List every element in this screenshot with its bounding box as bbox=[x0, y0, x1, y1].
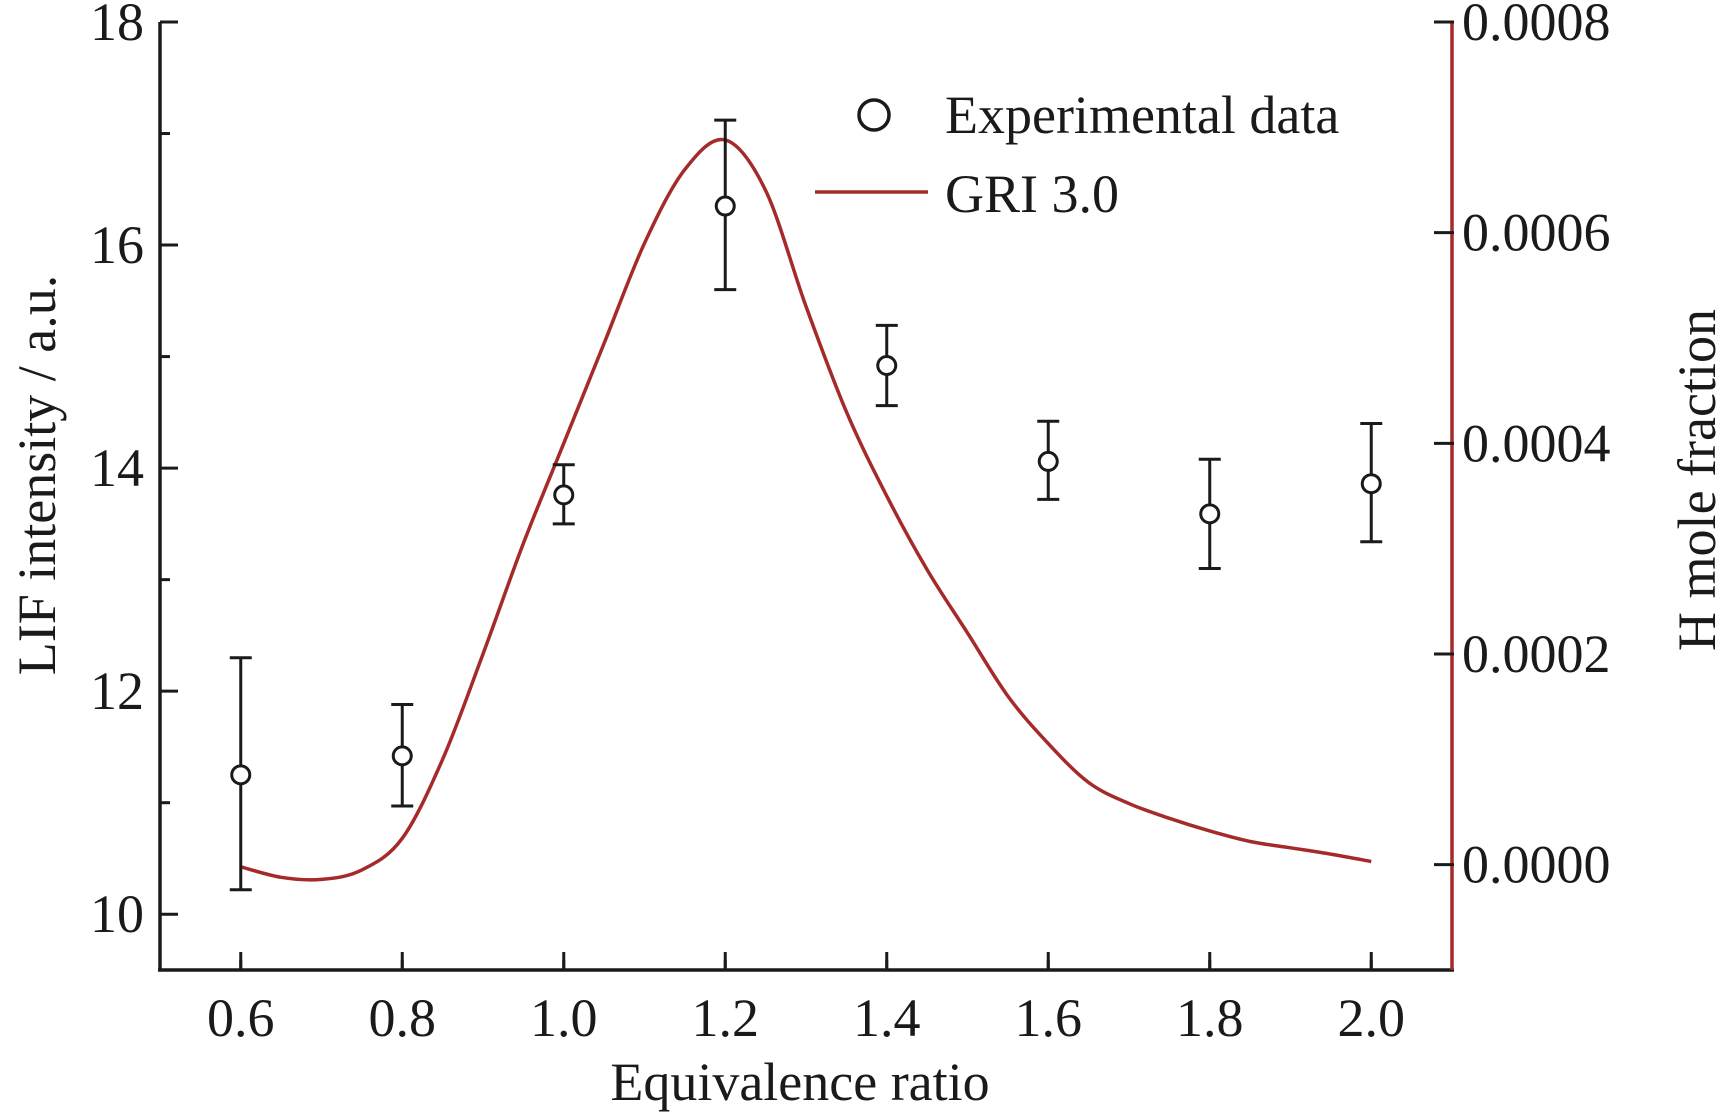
y2-tick-label: 0.0000 bbox=[1462, 835, 1611, 895]
x-tick-label: 1.0 bbox=[530, 988, 598, 1048]
y-tick-label: 14 bbox=[90, 438, 144, 498]
data-point bbox=[714, 195, 736, 217]
y-axis-title: LIF intensity / a.u. bbox=[7, 275, 67, 675]
x-tick-label: 0.8 bbox=[369, 988, 437, 1048]
gri-curve-line bbox=[240, 137, 1372, 882]
y-tick-label: 10 bbox=[90, 884, 144, 944]
data-point bbox=[230, 764, 252, 786]
y2-axis-title: H mole fraction bbox=[1667, 309, 1727, 651]
x-tick-label: 0.6 bbox=[207, 988, 275, 1048]
y-tick-label: 12 bbox=[90, 661, 144, 721]
data-point bbox=[553, 484, 575, 506]
data-point bbox=[391, 745, 413, 767]
y2-tick-label: 0.0008 bbox=[1462, 0, 1611, 52]
axes bbox=[158, 22, 1454, 972]
x-tick-label: 1.4 bbox=[853, 988, 921, 1048]
x-tick-label: 1.2 bbox=[692, 988, 760, 1048]
data-point bbox=[1199, 503, 1221, 525]
x-tick-label: 2.0 bbox=[1338, 988, 1406, 1048]
data-point bbox=[876, 355, 898, 377]
data-point bbox=[1037, 450, 1059, 472]
y2-tick-label: 0.0002 bbox=[1462, 624, 1611, 684]
y2-tick-label: 0.0004 bbox=[1462, 413, 1611, 473]
y2-tick-label: 0.0006 bbox=[1462, 203, 1611, 263]
x-tick-label: 1.8 bbox=[1176, 988, 1244, 1048]
x-axis-title: Equivalence ratio bbox=[610, 1052, 989, 1112]
legend-label-gri: GRI 3.0 bbox=[945, 164, 1119, 224]
x-tick-label: 1.6 bbox=[1015, 988, 1083, 1048]
ticks: 0.6 0.8 1.0 1.2 1.4 1.6 1.8 2.0 10 12 14 16 18 0.0000… bbox=[90, 0, 1611, 1048]
y-tick-label: 16 bbox=[90, 215, 144, 275]
legend-label-experimental: Experimental data bbox=[945, 85, 1339, 145]
data-point bbox=[1360, 473, 1382, 495]
legend: Experimental data GRI 3.0 bbox=[815, 85, 1339, 224]
legend-marker-experimental bbox=[857, 98, 891, 132]
model-curve bbox=[240, 137, 1372, 882]
data-points bbox=[229, 118, 1383, 892]
y-tick-label: 18 bbox=[90, 0, 144, 52]
